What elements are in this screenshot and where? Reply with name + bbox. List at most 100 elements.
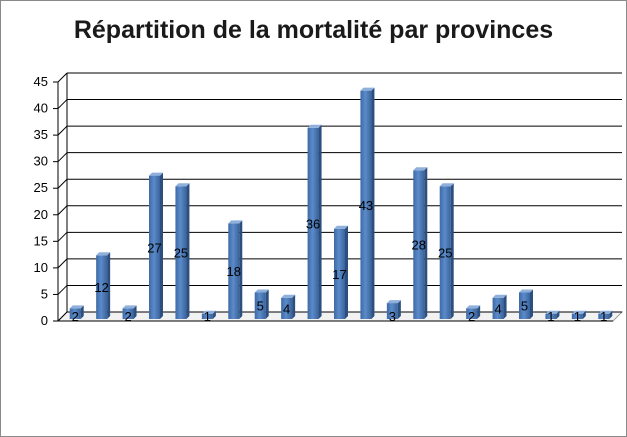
data-label: 5 [521,299,528,314]
bar [228,223,240,319]
bar-side [133,305,137,319]
bar-top [466,305,481,309]
y-tick-label: 40 [34,101,48,116]
y-tick-label: 5 [41,286,48,301]
y-tick-label: 0 [41,313,48,328]
bar-side [530,289,533,319]
bar-top [571,310,586,314]
bar-top [254,289,269,293]
bar [122,308,134,319]
bar-side [212,310,216,319]
gridline-depth [57,205,68,216]
bar [439,186,451,319]
bar-top [545,310,560,314]
bar-side [239,220,243,319]
bar-top [307,124,322,128]
y-tick-label: 20 [34,207,48,222]
bar-top [122,305,137,309]
bar-top [281,294,296,298]
bar [386,303,398,319]
bar-top [228,220,243,224]
bar-top [492,294,507,298]
bar-top [175,183,190,187]
data-label: 17 [332,267,346,282]
bar-top [360,87,375,91]
bar [598,313,610,319]
y-tick-label: 10 [34,260,48,275]
data-label: 5 [257,299,264,314]
bar [281,297,293,319]
bar [201,313,213,319]
data-label: 3 [389,309,396,324]
data-label: 1 [600,309,607,324]
bar-side [477,305,481,319]
bar-side [450,183,454,319]
y-tick-label: 35 [34,127,48,142]
bar-side [107,252,111,319]
bar-side [609,310,613,319]
data-label: 25 [438,246,452,261]
bar-side [186,183,190,319]
bar [254,292,266,319]
gridline-depth [57,285,68,295]
bar [413,170,425,319]
gridline-depth [57,152,68,163]
gridline-depth [57,99,68,109]
bar-top [439,183,454,187]
y-tick-label: 15 [34,233,48,248]
gridline-depth [57,231,68,242]
bar-top [149,172,163,176]
bar [69,308,81,319]
bar-top [334,225,348,229]
bar [492,297,504,319]
bar-side [397,300,401,319]
bar [96,255,108,319]
bar-side [503,294,507,319]
data-label: 25 [174,246,188,261]
data-label: 36 [306,216,320,231]
y-tick-label: 30 [34,154,48,169]
data-label: 12 [94,280,108,295]
bar-top [386,300,401,304]
data-label: 2 [72,309,79,324]
bar-top [519,289,533,293]
y-tick-label: 45 [34,74,48,89]
gridline-depth [57,178,68,189]
data-label: 2 [468,309,475,324]
bar-side [556,310,560,319]
chart-title: Répartition de la mortalité par province… [73,16,554,44]
data-label: 4 [283,301,290,316]
bar-side [265,289,269,319]
bar-top [69,305,84,309]
bar-top [598,310,613,314]
data-label: 43 [359,198,373,213]
data-label: 28 [412,238,426,253]
bar-side [582,310,586,319]
data-label: 27 [147,240,161,255]
bar-side [160,172,163,319]
bar-side [318,124,322,319]
data-label: 4 [494,301,501,316]
bar-top [413,167,428,171]
bar-top [201,310,216,314]
gridline-depth [57,258,68,269]
bar [149,175,160,319]
data-label: 1 [574,309,581,324]
data-label: 2 [124,309,131,324]
data-label: 1 [204,309,211,324]
bar [571,313,583,319]
gridline-depth [57,311,68,322]
data-label: 18 [227,264,241,279]
bar [307,127,319,319]
data-label: 1 [547,309,554,324]
bar-side [371,87,375,319]
bar [175,186,187,319]
bar [466,308,478,319]
bar [360,90,372,319]
bar [545,313,557,319]
bar [334,228,345,319]
bar-side [80,305,84,319]
bar-side [345,225,348,319]
gridline-depth [57,125,68,136]
